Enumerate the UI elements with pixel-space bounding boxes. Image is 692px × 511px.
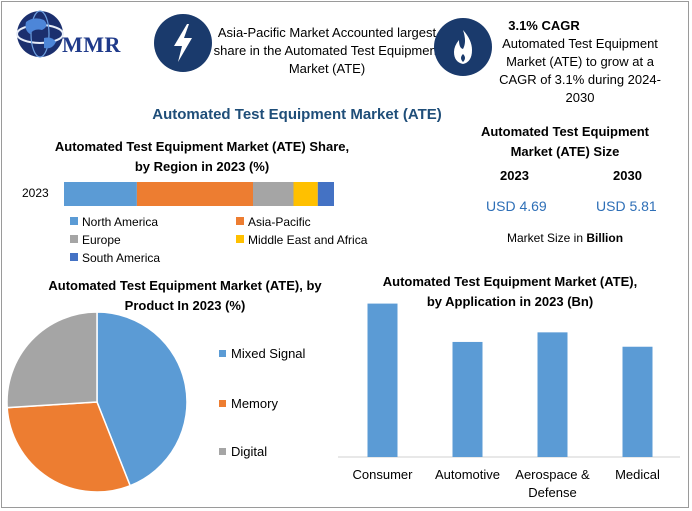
fact-region-text: Asia-Pacific Market Accounted largest sh… — [213, 25, 441, 76]
pie-legend-swatch-mixed-signal — [219, 350, 226, 357]
region-category-label: 2023 — [22, 186, 49, 200]
main-title: Automated Test Equipment Market (ATE) — [152, 106, 442, 123]
region-legend-label-asia-pacific: Asia-Pacific — [248, 215, 311, 229]
region-legend-label-europe: Europe — [82, 233, 121, 247]
pie-slice-digital — [6, 311, 98, 409]
region-bar-segment-north-america — [64, 182, 137, 206]
pie-legend-label-memory: Memory — [231, 396, 278, 411]
pie-legend-swatch-digital — [219, 448, 226, 455]
pie-legend-label-mixed-signal: Mixed Signal — [231, 346, 306, 361]
region-legend-label-south-america: South America — [82, 251, 160, 265]
size-panel-title: Automated Test Equipment Market (ATE) Si… — [480, 124, 650, 159]
application-bar-chart: Consumer Automotive Aerospace & Defense Medi… — [338, 303, 680, 500]
region-bar-segment-europe — [253, 182, 294, 206]
region-legend-label-middle-east-and-africa: Middle East and Africa — [248, 233, 368, 247]
pie-legend-label-digital: Digital — [231, 444, 267, 459]
flame-icon — [434, 18, 492, 76]
region-legend-swatch-middle-east-and-africa — [236, 235, 244, 243]
application-bar-medical — [622, 346, 653, 457]
size-unit-bold: Billion — [586, 231, 624, 245]
application-tick-label-automotive: Automotive — [435, 467, 500, 482]
application-bar-aerospace-and-defense — [537, 332, 568, 457]
application-tick-label-aerospace-and-defense: Aerospace & Defense — [515, 467, 590, 500]
size-value-2030: USD 5.81 — [596, 198, 657, 214]
application-bar-consumer — [367, 303, 398, 457]
region-bar-segment-middle-east-and-africa — [293, 182, 318, 206]
region-stacked-bar-chart: North America Asia-Pacific Europe Middle Ea… — [64, 182, 368, 265]
region-legend-swatch-asia-pacific — [236, 217, 244, 225]
size-year-2023: 2023 — [500, 168, 529, 183]
product-pie-chart: Mixed Signal Memory Digital — [6, 311, 306, 493]
region-legend-label-north-america: North America — [82, 215, 158, 229]
region-legend-swatch-europe — [70, 235, 78, 243]
product-chart-title: Automated Test Equipment Market (ATE), b… — [48, 278, 322, 313]
globe-logo-icon — [16, 10, 64, 58]
size-year-2030: 2030 — [613, 168, 642, 183]
logo-text: MMR — [62, 32, 121, 57]
region-legend-swatch-north-america — [70, 217, 78, 225]
region-legend-swatch-south-america — [70, 253, 78, 261]
size-unit-note: Market Size in Billion — [507, 231, 623, 245]
application-bar-automotive — [452, 341, 483, 457]
size-unit-prefix: Market Size in — [507, 231, 587, 245]
application-tick-label-consumer: Consumer — [353, 467, 414, 482]
lightning-icon — [154, 14, 212, 72]
size-value-2023: USD 4.69 — [486, 198, 547, 214]
region-bar-segment-south-america — [317, 182, 334, 206]
region-chart-title: Automated Test Equipment Market (ATE) Sh… — [54, 139, 350, 174]
pie-slice-memory — [6, 401, 132, 493]
cagr-title: 3.1% CAGR — [508, 18, 580, 33]
pie-slice-mixed-signal — [96, 311, 188, 487]
pie-legend-swatch-memory — [219, 400, 226, 407]
region-bar-segment-asia-pacific — [136, 182, 253, 206]
cagr-text: Automated Test Equipment Market (ATE) to… — [499, 36, 661, 105]
application-chart-title: Automated Test Equipment Market (ATE), b… — [382, 274, 638, 309]
application-tick-label-medical: Medical — [615, 467, 660, 482]
